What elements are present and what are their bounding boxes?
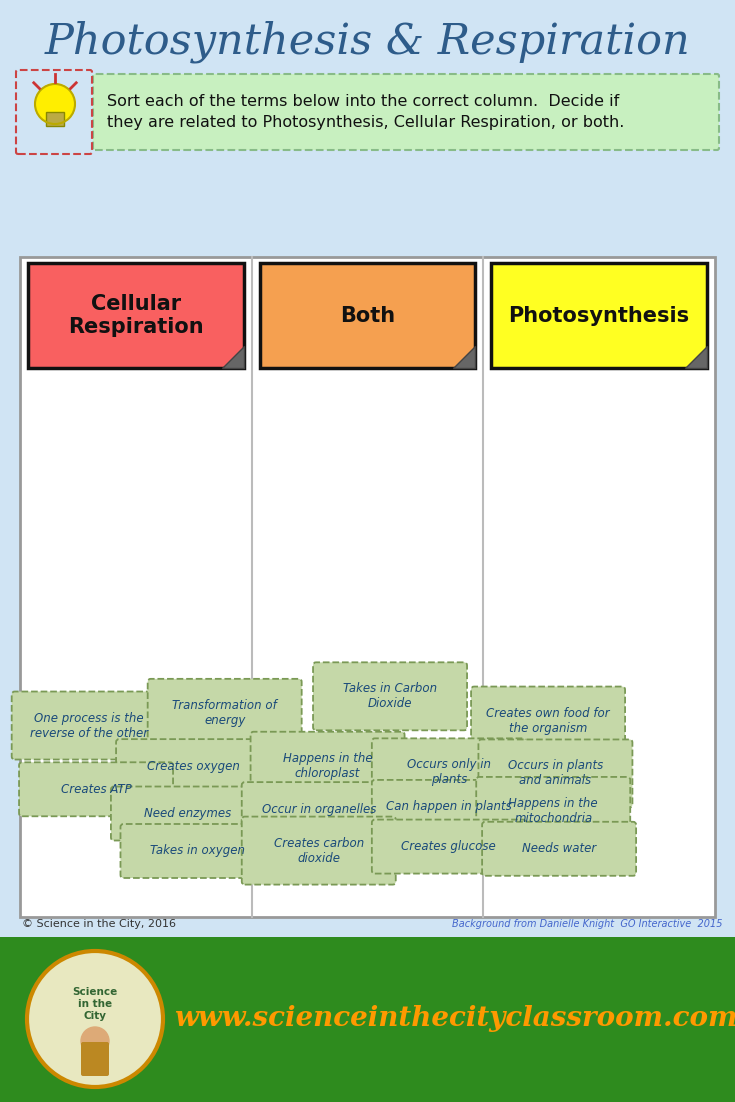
FancyBboxPatch shape — [242, 782, 395, 836]
FancyBboxPatch shape — [242, 817, 395, 885]
Text: Needs water: Needs water — [522, 842, 596, 855]
Polygon shape — [453, 346, 476, 368]
FancyBboxPatch shape — [81, 1042, 109, 1076]
Text: Creates own food for
the organism: Creates own food for the organism — [487, 706, 610, 735]
FancyBboxPatch shape — [372, 820, 526, 874]
Text: © Science in the City, 2016: © Science in the City, 2016 — [22, 919, 176, 929]
Text: Takes in oxygen: Takes in oxygen — [150, 844, 245, 857]
FancyBboxPatch shape — [259, 263, 476, 368]
FancyBboxPatch shape — [251, 732, 404, 800]
Circle shape — [35, 84, 75, 125]
Polygon shape — [685, 346, 707, 368]
FancyBboxPatch shape — [19, 763, 173, 817]
FancyBboxPatch shape — [46, 112, 64, 126]
Text: Creates carbon
dioxide: Creates carbon dioxide — [273, 836, 364, 865]
FancyBboxPatch shape — [111, 787, 265, 841]
Text: Science
in the
City: Science in the City — [72, 986, 118, 1022]
Text: Happens in the
mitochondria: Happens in the mitochondria — [509, 797, 598, 825]
FancyBboxPatch shape — [12, 692, 165, 759]
Text: Creates oxygen: Creates oxygen — [146, 759, 240, 773]
FancyBboxPatch shape — [482, 822, 636, 876]
Text: Cellular
Respiration: Cellular Respiration — [68, 294, 204, 337]
FancyBboxPatch shape — [116, 739, 270, 793]
Text: Takes in Carbon
Dioxide: Takes in Carbon Dioxide — [343, 682, 437, 711]
FancyBboxPatch shape — [0, 937, 735, 1102]
Text: Both: Both — [340, 305, 395, 325]
Circle shape — [27, 951, 163, 1087]
FancyBboxPatch shape — [478, 739, 632, 808]
Text: Creates glucose: Creates glucose — [401, 840, 496, 853]
FancyBboxPatch shape — [148, 679, 301, 747]
Text: Transformation of
energy: Transformation of energy — [172, 699, 277, 727]
Text: Background from Danielle Knight  GO Interactive  2015: Background from Danielle Knight GO Inter… — [453, 919, 723, 929]
FancyBboxPatch shape — [93, 74, 719, 150]
Circle shape — [81, 1027, 109, 1055]
FancyBboxPatch shape — [372, 738, 526, 807]
Text: Photosynthesis: Photosynthesis — [509, 305, 689, 325]
FancyBboxPatch shape — [28, 263, 244, 368]
FancyBboxPatch shape — [372, 780, 526, 834]
Text: Creates ATP: Creates ATP — [61, 782, 132, 796]
Text: Need enzymes: Need enzymes — [144, 807, 232, 820]
FancyBboxPatch shape — [313, 662, 467, 731]
Text: Happens in the
chloroplast: Happens in the chloroplast — [283, 752, 373, 780]
Text: Photosynthesis & Respiration: Photosynthesis & Respiration — [45, 21, 690, 63]
Text: Occurs only in
plants: Occurs only in plants — [407, 758, 491, 787]
Text: Can happen in plants: Can happen in plants — [386, 800, 512, 813]
Text: Occur in organelles: Occur in organelles — [262, 802, 376, 815]
Text: Occurs in plants
and animals: Occurs in plants and animals — [508, 759, 603, 788]
FancyBboxPatch shape — [471, 687, 625, 755]
FancyBboxPatch shape — [20, 257, 715, 917]
Polygon shape — [222, 346, 244, 368]
Text: One process is the
reverse of the other: One process is the reverse of the other — [29, 712, 148, 739]
FancyBboxPatch shape — [491, 263, 707, 368]
Text: www.scienceinthecityclassroom.com: www.scienceinthecityclassroom.com — [174, 1005, 735, 1033]
Text: Sort each of the terms below into the correct column.  Decide if
they are relate: Sort each of the terms below into the co… — [107, 94, 624, 130]
FancyBboxPatch shape — [16, 71, 92, 154]
FancyBboxPatch shape — [121, 824, 274, 878]
FancyBboxPatch shape — [476, 777, 630, 845]
